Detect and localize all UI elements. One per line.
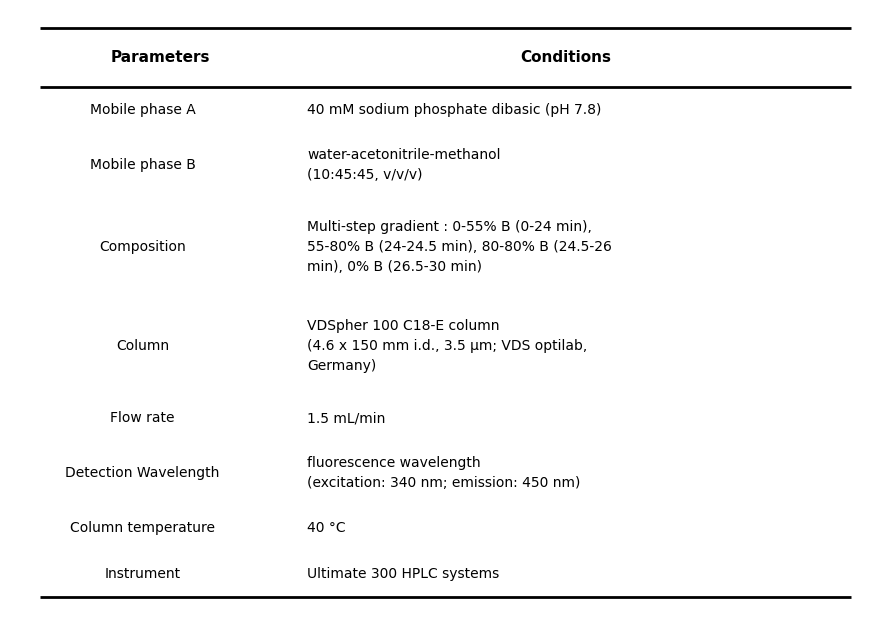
Text: Mobile phase A: Mobile phase A: [90, 103, 195, 117]
Text: min), 0% B (26.5-30 min): min), 0% B (26.5-30 min): [307, 260, 482, 274]
Text: (10:45:45, v/v/v): (10:45:45, v/v/v): [307, 168, 423, 183]
Text: Column temperature: Column temperature: [70, 521, 215, 535]
Text: Composition: Composition: [99, 240, 186, 254]
Text: Parameters: Parameters: [110, 50, 210, 65]
Text: 40 mM sodium phosphate dibasic (pH 7.8): 40 mM sodium phosphate dibasic (pH 7.8): [307, 103, 601, 117]
Text: 40 °C: 40 °C: [307, 521, 346, 535]
Text: water-acetonitrile-methanol: water-acetonitrile-methanol: [307, 148, 501, 162]
Text: 55-80% B (24-24.5 min), 80-80% B (24.5-26: 55-80% B (24-24.5 min), 80-80% B (24.5-2…: [307, 240, 612, 254]
Text: Ultimate 300 HPLC systems: Ultimate 300 HPLC systems: [307, 567, 500, 581]
Text: Multi-step gradient : 0-55% B (0-24 min),: Multi-step gradient : 0-55% B (0-24 min)…: [307, 220, 593, 234]
Text: fluorescence wavelength: fluorescence wavelength: [307, 456, 481, 470]
Text: 1.5 mL/min: 1.5 mL/min: [307, 411, 386, 425]
Text: Column: Column: [116, 339, 169, 353]
Text: VDSpher 100 C18-E column: VDSpher 100 C18-E column: [307, 319, 500, 333]
Text: Flow rate: Flow rate: [110, 411, 175, 425]
Text: Conditions: Conditions: [520, 50, 611, 65]
Text: (4.6 x 150 mm i.d., 3.5 μm; VDS optilab,: (4.6 x 150 mm i.d., 3.5 μm; VDS optilab,: [307, 339, 588, 353]
Text: Mobile phase B: Mobile phase B: [90, 158, 195, 172]
Text: Instrument: Instrument: [104, 567, 181, 581]
Text: Germany): Germany): [307, 359, 377, 373]
Text: Detection Wavelength: Detection Wavelength: [65, 466, 220, 480]
Text: (excitation: 340 nm; emission: 450 nm): (excitation: 340 nm; emission: 450 nm): [307, 477, 581, 490]
